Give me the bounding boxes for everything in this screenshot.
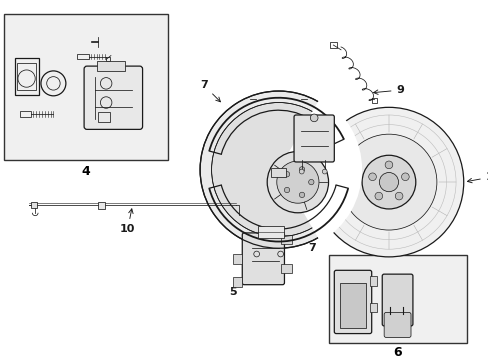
Circle shape: [401, 173, 408, 181]
Wedge shape: [278, 98, 362, 242]
Text: 7: 7: [200, 80, 220, 102]
Circle shape: [368, 173, 376, 181]
Text: 2: 2: [276, 118, 295, 148]
Bar: [98, 112, 110, 122]
Circle shape: [379, 172, 398, 192]
FancyBboxPatch shape: [293, 115, 334, 162]
Bar: [31, 202, 37, 208]
Text: 8: 8: [245, 234, 268, 256]
Circle shape: [276, 161, 318, 203]
Bar: [77, 54, 89, 59]
Text: 3: 3: [316, 167, 342, 194]
Circle shape: [313, 107, 463, 257]
Bar: [3, 14, 168, 160]
Bar: [371, 98, 377, 103]
Circle shape: [385, 161, 392, 169]
Circle shape: [284, 171, 289, 177]
FancyBboxPatch shape: [334, 270, 371, 334]
Bar: [106, 58, 110, 61]
FancyBboxPatch shape: [242, 233, 284, 285]
Bar: [98, 202, 105, 209]
FancyBboxPatch shape: [384, 312, 410, 337]
Circle shape: [310, 114, 317, 122]
Bar: [369, 303, 377, 312]
Text: 10: 10: [120, 209, 135, 234]
Bar: [20, 111, 31, 117]
FancyBboxPatch shape: [84, 66, 142, 129]
Circle shape: [284, 187, 289, 193]
Bar: [280, 264, 291, 273]
Circle shape: [200, 91, 357, 248]
Bar: [339, 283, 365, 328]
Circle shape: [308, 179, 313, 185]
Bar: [280, 235, 291, 244]
Text: 7: 7: [291, 240, 315, 253]
Text: 1: 1: [467, 172, 488, 183]
Text: 5: 5: [228, 273, 249, 297]
Circle shape: [266, 152, 328, 213]
Circle shape: [299, 192, 304, 198]
Text: 9: 9: [373, 85, 404, 95]
FancyBboxPatch shape: [382, 274, 412, 326]
Bar: [232, 277, 242, 287]
Text: 4: 4: [81, 165, 90, 178]
Circle shape: [340, 134, 436, 230]
Bar: [369, 276, 377, 285]
Bar: [232, 254, 242, 264]
Circle shape: [374, 192, 382, 200]
Bar: [329, 42, 337, 48]
Bar: [18, 63, 36, 90]
Bar: [328, 255, 466, 343]
Bar: [96, 61, 125, 71]
Circle shape: [322, 169, 326, 174]
Circle shape: [211, 103, 345, 237]
Circle shape: [394, 192, 402, 200]
Bar: [257, 226, 284, 238]
Circle shape: [299, 167, 304, 172]
Text: 6: 6: [392, 346, 401, 359]
Circle shape: [362, 155, 415, 209]
Circle shape: [299, 169, 304, 174]
Bar: [270, 168, 286, 177]
